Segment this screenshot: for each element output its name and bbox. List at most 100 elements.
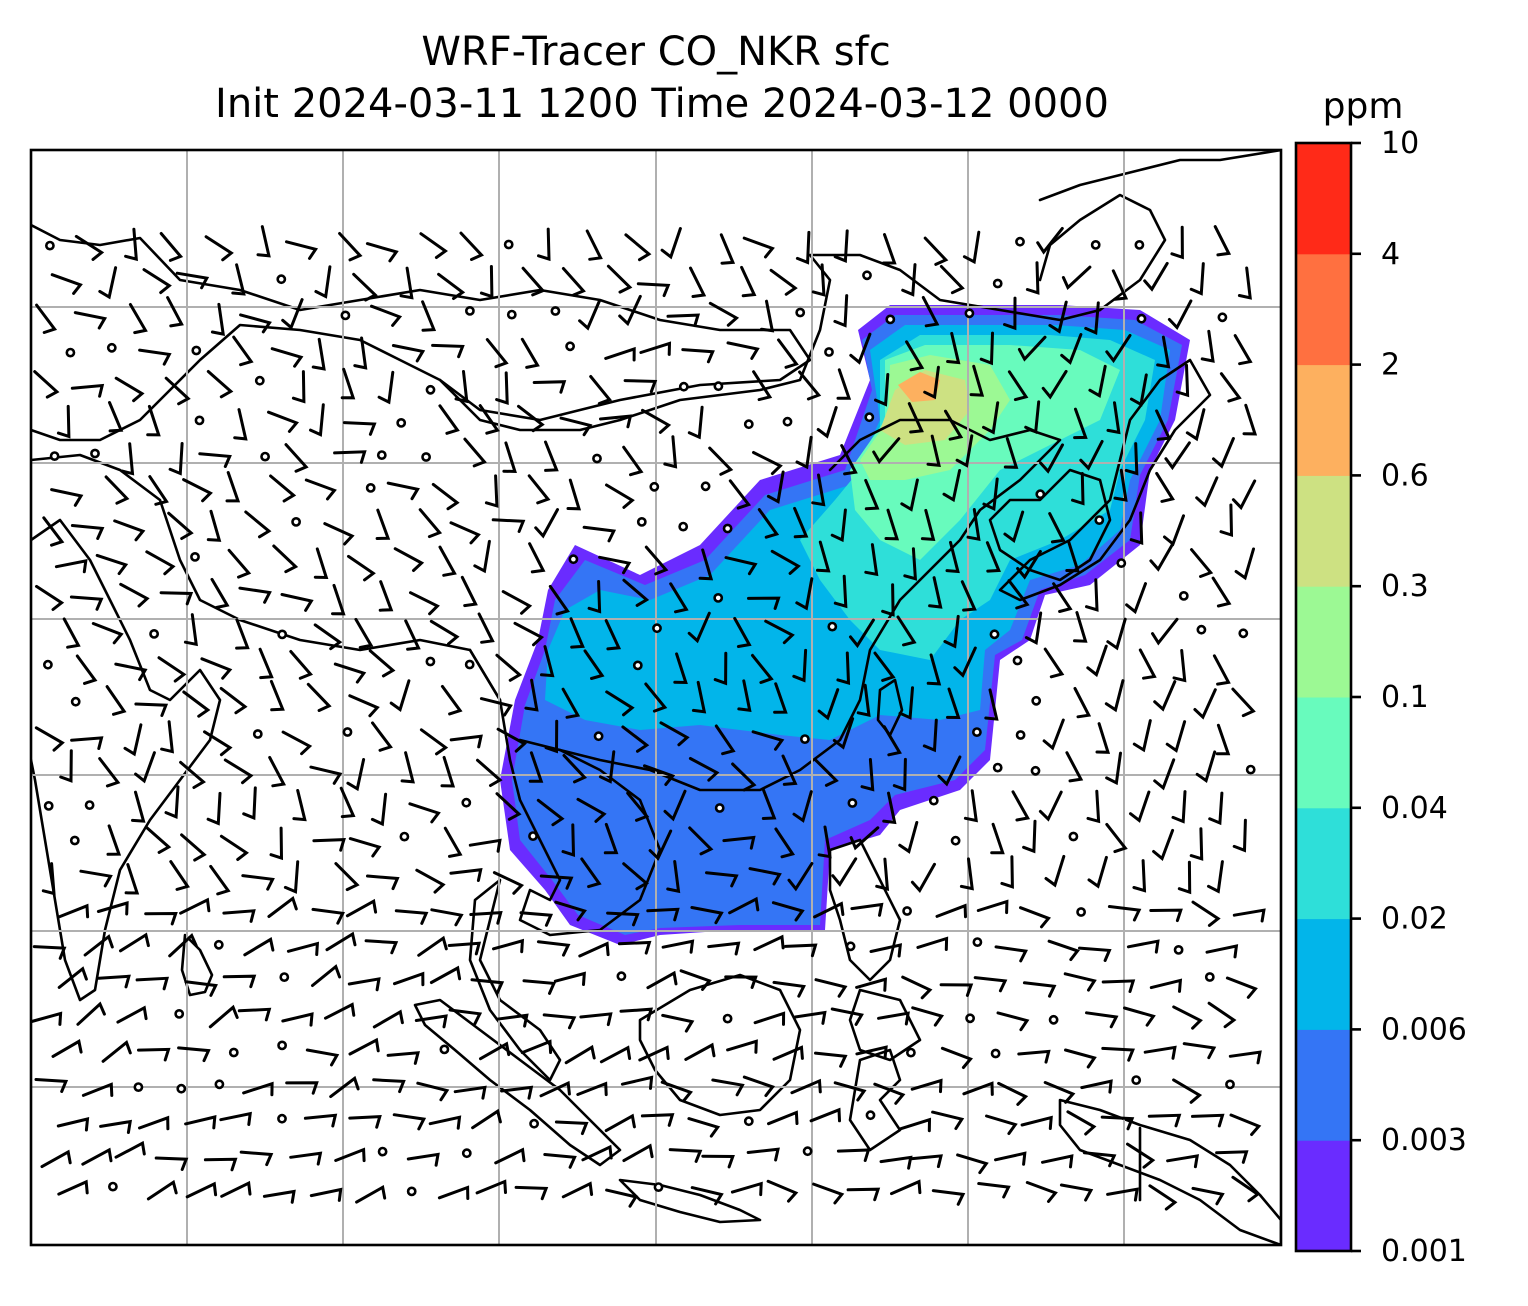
calm-wind-marker xyxy=(399,831,410,842)
wind-barb xyxy=(850,902,884,917)
wind-barb xyxy=(208,1004,239,1029)
calm-wind-marker xyxy=(865,1110,876,1121)
wind-barb xyxy=(730,1181,763,1197)
calm-wind-marker xyxy=(700,481,711,492)
wind-barb xyxy=(113,519,146,542)
colorbar: ppm 0.001 0.003 0.006 0.02 0.04 0.1 0.3 0.6 2 4 10 xyxy=(1294,86,1467,1269)
wind-barb xyxy=(589,375,613,405)
wind-barb xyxy=(817,825,832,859)
wind-barb xyxy=(31,1011,63,1026)
wind-barb xyxy=(792,790,813,823)
wind-barb xyxy=(416,1081,450,1102)
wind-barb xyxy=(864,543,879,577)
wind-barb xyxy=(561,1181,594,1199)
wind-barb xyxy=(1052,582,1073,613)
wind-barb xyxy=(372,1009,404,1029)
wind-barb xyxy=(816,406,838,439)
wind-barb xyxy=(1143,1045,1177,1060)
wind-barb xyxy=(1189,827,1204,861)
colorbar-tick-label: 0.006 xyxy=(1381,1012,1467,1047)
wind-barb xyxy=(231,263,246,296)
wind-barb xyxy=(437,1185,470,1200)
wind-barb xyxy=(618,294,642,327)
wind-barb xyxy=(137,1047,171,1062)
calm-wind-marker xyxy=(1173,945,1184,955)
wind-barb xyxy=(460,575,478,608)
wind-barb xyxy=(900,478,919,512)
wind-barb xyxy=(751,653,774,684)
wind-barb xyxy=(419,232,448,259)
wind-barb xyxy=(146,1179,178,1201)
wind-barb xyxy=(1185,408,1206,442)
wind-barb xyxy=(813,901,845,919)
calm-wind-marker xyxy=(1035,489,1046,500)
wind-barb xyxy=(285,1081,319,1095)
wind-barb xyxy=(233,408,248,441)
wind-barb xyxy=(540,645,555,678)
wind-barb xyxy=(536,798,565,827)
wind-barb xyxy=(669,582,689,614)
wind-barb xyxy=(1129,373,1148,407)
wind-barb xyxy=(576,797,607,823)
wind-barb xyxy=(731,762,757,792)
coastline-sulawesi xyxy=(848,1048,902,1152)
wind-barb xyxy=(1195,750,1217,784)
wind-barb xyxy=(605,483,635,509)
wind-barb xyxy=(479,697,513,717)
wind-barb xyxy=(394,909,429,925)
wind-barb xyxy=(587,580,602,614)
wind-barb xyxy=(116,1005,148,1024)
coastline-sri-lanka xyxy=(180,933,214,997)
wind-barb xyxy=(622,445,644,477)
wind-barb xyxy=(1212,437,1235,469)
wind-barb xyxy=(375,508,391,540)
calm-wind-marker xyxy=(1116,558,1127,568)
calm-wind-marker xyxy=(782,416,793,427)
calm-wind-marker xyxy=(45,240,55,251)
wind-barb xyxy=(666,313,701,328)
colorbar-tick-label: 0.02 xyxy=(1381,902,1448,937)
calm-wind-marker xyxy=(1030,765,1041,776)
wind-barb xyxy=(599,414,633,429)
wind-barb xyxy=(311,964,342,987)
wind-barb xyxy=(1085,578,1099,612)
wind-barb xyxy=(688,757,720,782)
coastline-java xyxy=(618,1178,762,1224)
wind-barb xyxy=(1003,296,1017,331)
wind-barb xyxy=(95,553,129,576)
wind-barb xyxy=(553,971,586,986)
wind-barb xyxy=(643,764,676,786)
wind-barb xyxy=(726,1039,758,1054)
wind-barb xyxy=(849,826,880,851)
wind-barb xyxy=(485,338,509,369)
wind-barb xyxy=(984,688,999,721)
wind-barb xyxy=(1061,265,1092,291)
wind-barb xyxy=(198,452,232,468)
calm-wind-marker xyxy=(1048,1014,1059,1025)
wind-barb xyxy=(311,337,326,371)
wind-barb xyxy=(759,299,775,333)
wind-barb xyxy=(583,649,605,680)
calm-wind-marker xyxy=(1136,313,1147,324)
gridlines xyxy=(31,150,1281,1245)
wind-barb xyxy=(309,765,343,785)
wind-barb xyxy=(269,474,297,503)
wind-barb xyxy=(772,1045,804,1061)
wind-barb xyxy=(62,617,81,649)
calm-wind-marker xyxy=(992,762,1003,773)
wind-barb xyxy=(281,1012,314,1027)
wind-barb xyxy=(636,282,671,298)
calm-wind-marker xyxy=(550,306,561,316)
calm-wind-marker xyxy=(252,729,263,739)
calm-wind-marker xyxy=(65,347,76,358)
wind-barb xyxy=(899,1117,932,1133)
wind-barb xyxy=(304,478,337,501)
wind-barb xyxy=(1225,976,1258,999)
wind-barb xyxy=(604,619,622,651)
wind-barb xyxy=(681,348,715,364)
wind-barb xyxy=(267,895,298,918)
wind-barb xyxy=(135,976,170,991)
calm-wind-marker xyxy=(69,835,80,846)
wind-barb xyxy=(377,370,395,405)
wind-barb xyxy=(1148,1184,1178,1211)
